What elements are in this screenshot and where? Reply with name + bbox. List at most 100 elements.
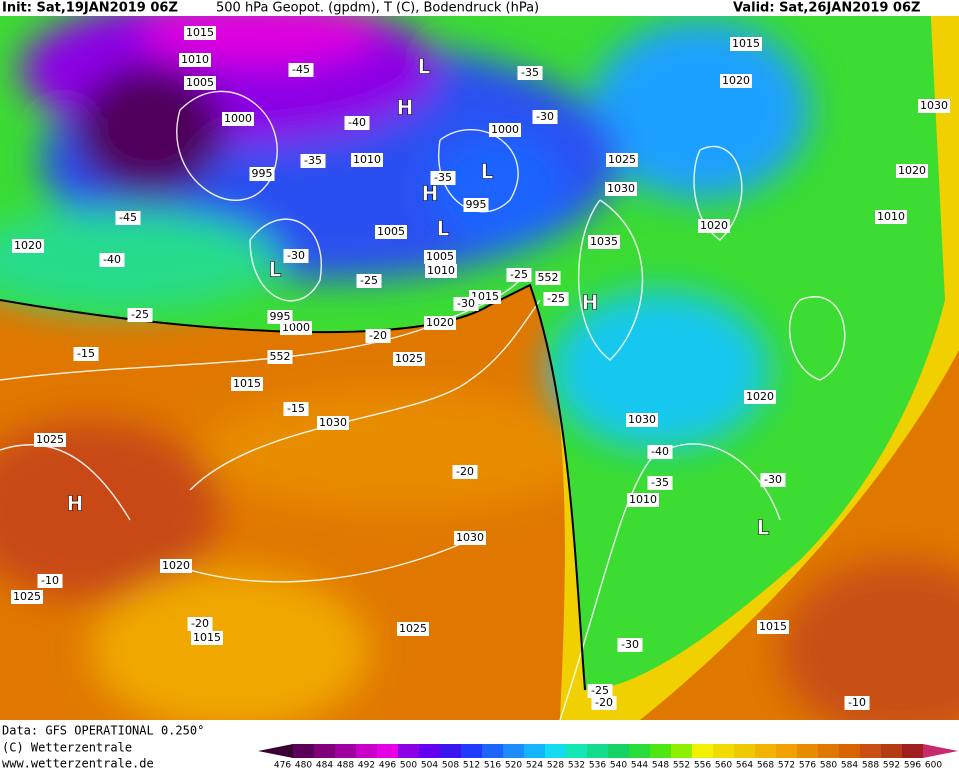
colorbar-swatch bbox=[797, 744, 819, 758]
map-title: 500 hPa Geopot. (gpdm), T (C), Bodendruc… bbox=[216, 1, 539, 16]
colorbar-end bbox=[258, 744, 293, 758]
colorbar-label: 568 bbox=[757, 761, 774, 771]
label-box bbox=[351, 153, 383, 167]
isobar-label: 1000 bbox=[491, 123, 519, 136]
isobar-label: 1020 bbox=[722, 74, 750, 87]
isobar-label: 1020 bbox=[700, 219, 728, 232]
isobar-label: 1010 bbox=[427, 264, 455, 277]
isobar-label: 1035 bbox=[590, 235, 618, 248]
colorbar-label: 528 bbox=[547, 761, 564, 771]
label-box bbox=[424, 250, 456, 264]
label-box bbox=[356, 274, 382, 288]
isobar-label: 1005 bbox=[426, 250, 454, 263]
colorbar-swatch bbox=[293, 744, 315, 758]
isobar-label: 1030 bbox=[920, 99, 948, 112]
label-box bbox=[626, 413, 658, 427]
pressure-center: H bbox=[397, 96, 414, 120]
label-box bbox=[283, 249, 309, 263]
isobar-label: 1020 bbox=[898, 164, 926, 177]
isobar-label: -35 bbox=[304, 154, 322, 167]
colorbar-label: 500 bbox=[400, 761, 417, 771]
pressure-center: H bbox=[67, 492, 84, 516]
label-box bbox=[184, 26, 216, 40]
colorbar-swatch bbox=[755, 744, 777, 758]
label-box bbox=[127, 308, 153, 322]
isobar-label: -30 bbox=[287, 249, 305, 262]
isobar-label: -40 bbox=[348, 116, 366, 129]
isobar-label: -45 bbox=[292, 63, 310, 76]
label-box bbox=[506, 268, 532, 282]
colorbar-label: 488 bbox=[337, 761, 354, 771]
label-box bbox=[730, 37, 762, 51]
valid-time: Valid: Sat,26JAN2019 06Z bbox=[733, 1, 920, 16]
label-box bbox=[757, 620, 789, 634]
pressure-center: L bbox=[481, 160, 494, 184]
colorbar: 476 480 484 488 492 496 500 504 508 512 516 520 524 5… bbox=[258, 744, 958, 771]
colorbar-label: 560 bbox=[715, 761, 732, 771]
colorbar-label: 480 bbox=[295, 761, 312, 771]
label-box bbox=[11, 590, 43, 604]
label-box bbox=[875, 210, 907, 224]
isobar-label: 1020 bbox=[162, 559, 190, 572]
colorbar-end bbox=[923, 744, 958, 758]
label-box bbox=[184, 76, 216, 90]
label-box bbox=[280, 321, 312, 335]
colorbar-label: 580 bbox=[820, 761, 837, 771]
label-box bbox=[222, 112, 254, 126]
colorbar-swatch bbox=[818, 744, 840, 758]
isobar-label: -25 bbox=[547, 292, 565, 305]
isobar-label: -40 bbox=[103, 253, 121, 266]
colorbar-swatch bbox=[713, 744, 735, 758]
label-box bbox=[12, 239, 44, 253]
label-box bbox=[588, 235, 620, 249]
colorbar-label: 584 bbox=[841, 761, 858, 771]
label-box bbox=[647, 476, 673, 490]
isobar-label: -25 bbox=[591, 684, 609, 697]
isobar-label: -35 bbox=[651, 476, 669, 489]
isobar-label: -40 bbox=[651, 445, 669, 458]
colorbar-label: 592 bbox=[883, 761, 900, 771]
colorbar-swatch bbox=[629, 744, 651, 758]
label-box bbox=[452, 465, 478, 479]
isobar-label: 1010 bbox=[877, 210, 905, 223]
colorbar-swatch bbox=[650, 744, 672, 758]
colorbar-label: 536 bbox=[589, 761, 606, 771]
pressure-center: H bbox=[582, 291, 599, 315]
colorbar-swatch bbox=[587, 744, 609, 758]
isobar-label: -25 bbox=[510, 268, 528, 281]
isobar-label: 995 bbox=[252, 167, 273, 180]
isobar-label: 1030 bbox=[628, 413, 656, 426]
label-box bbox=[617, 638, 643, 652]
colorbar-swatch bbox=[398, 744, 420, 758]
isobar-label: -20 bbox=[191, 617, 209, 630]
isobar-label: -10 bbox=[848, 696, 866, 709]
website: www.wetterzentrale.de bbox=[2, 757, 154, 771]
isobar-label: 1030 bbox=[607, 182, 635, 195]
label-box bbox=[187, 617, 213, 631]
label-box bbox=[300, 154, 326, 168]
isobar-label: 1030 bbox=[456, 531, 484, 544]
label-box bbox=[160, 559, 192, 573]
isobar-label: 1010 bbox=[353, 153, 381, 166]
label-box bbox=[425, 264, 457, 278]
isobar-label: 552 bbox=[270, 350, 291, 363]
label-box bbox=[375, 225, 407, 239]
isobar-label: 1005 bbox=[186, 76, 214, 89]
isobar-label: -15 bbox=[77, 347, 95, 360]
data-source: Data: GFS OPERATIONAL 0.250° bbox=[2, 724, 204, 738]
isobar-label: 1025 bbox=[608, 153, 636, 166]
isobar-label: 1020 bbox=[746, 390, 774, 403]
label-box bbox=[606, 153, 638, 167]
colorbar-label: 516 bbox=[484, 761, 501, 771]
label-box bbox=[37, 574, 63, 588]
isobar-label: -45 bbox=[119, 211, 137, 224]
colorbar-label: 520 bbox=[505, 761, 522, 771]
label-box bbox=[453, 297, 479, 311]
colorbar-label: 524 bbox=[526, 761, 543, 771]
isobar-label: -30 bbox=[621, 638, 639, 651]
colorbar-swatch bbox=[440, 744, 462, 758]
label-box bbox=[454, 531, 486, 545]
